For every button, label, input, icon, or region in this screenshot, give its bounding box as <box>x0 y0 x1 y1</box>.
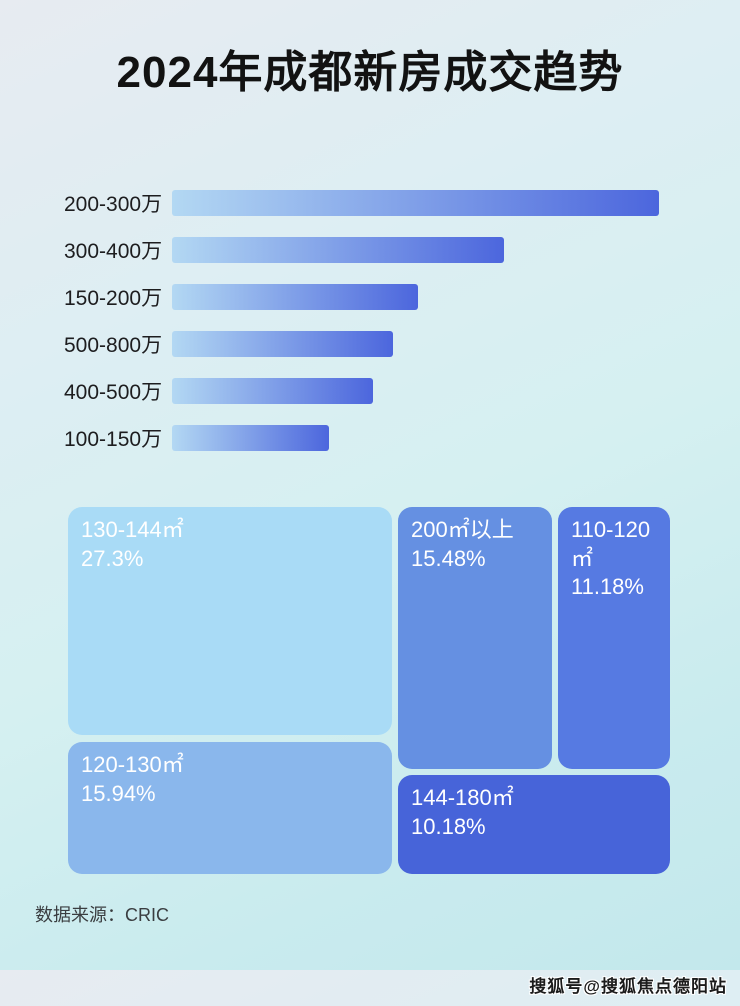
tile-share-value: 11.18% <box>571 574 644 600</box>
tile-range-label: 144-180㎡ <box>411 785 514 810</box>
infographic-page: { "title": "2024年成都新房成交趋势", "bar_chart":… <box>0 36 740 1006</box>
bar-label: 200-300万 <box>64 193 163 216</box>
bar-track <box>172 425 659 451</box>
data-source-note: 数据来源：CRIC <box>35 905 169 925</box>
treemap-tile-110-120: 110-120㎡ 11.18% <box>558 507 670 769</box>
tile-range-label: 110-120㎡ <box>571 517 651 571</box>
treemap-tile-200-plus: 200㎡以上 15.48% <box>398 507 552 769</box>
bar-row: 200-300万 <box>0 190 740 216</box>
bar-row: 500-800万 <box>0 331 740 357</box>
tile-share-value: 15.94% <box>81 780 156 806</box>
price-band-bar-chart: 200-300万 300-400万 150-200万 500-800万 400-… <box>0 190 740 451</box>
bar-fill <box>172 378 374 404</box>
area-share-treemap: 130-144㎡ 27.3% 200㎡以上 15.48% 110-120㎡ 11… <box>68 507 670 874</box>
tile-share-value: 27.3% <box>81 545 144 571</box>
bar-row: 100-150万 <box>0 425 740 451</box>
tile-share-value: 10.18% <box>411 813 486 839</box>
bar-track <box>172 237 659 263</box>
watermark: 搜狐号@搜狐焦点德阳站 <box>529 977 727 996</box>
bar-fill <box>172 237 505 263</box>
tile-range-label: 130-144㎡ <box>81 517 184 542</box>
bar-label: 300-400万 <box>64 240 163 263</box>
bar-label: 400-500万 <box>64 381 163 404</box>
bar-row: 400-500万 <box>0 378 740 404</box>
bar-fill <box>172 284 418 310</box>
tile-range-label: 120-130㎡ <box>81 752 184 777</box>
bar-fill <box>172 190 659 216</box>
treemap-tile-120-130: 120-130㎡ 15.94% <box>68 742 392 874</box>
bar-label: 500-800万 <box>64 334 163 357</box>
bar-track <box>172 331 659 357</box>
treemap-tile-144-180: 144-180㎡ 10.18% <box>398 775 670 874</box>
tile-range-label: 200㎡以上 <box>411 517 514 542</box>
bar-row: 150-200万 <box>0 284 740 310</box>
bar-fill <box>172 331 394 357</box>
bar-track <box>172 378 659 404</box>
bar-track <box>172 284 659 310</box>
bar-label: 100-150万 <box>64 428 163 451</box>
bar-fill <box>172 425 329 451</box>
bar-label: 150-200万 <box>64 287 163 310</box>
bar-track <box>172 190 659 216</box>
page-title: 2024年成都新房成交趋势 <box>116 48 624 97</box>
tile-share-value: 15.48% <box>411 545 486 571</box>
treemap-tile-130-144: 130-144㎡ 27.3% <box>68 507 392 735</box>
bar-row: 300-400万 <box>0 237 740 263</box>
